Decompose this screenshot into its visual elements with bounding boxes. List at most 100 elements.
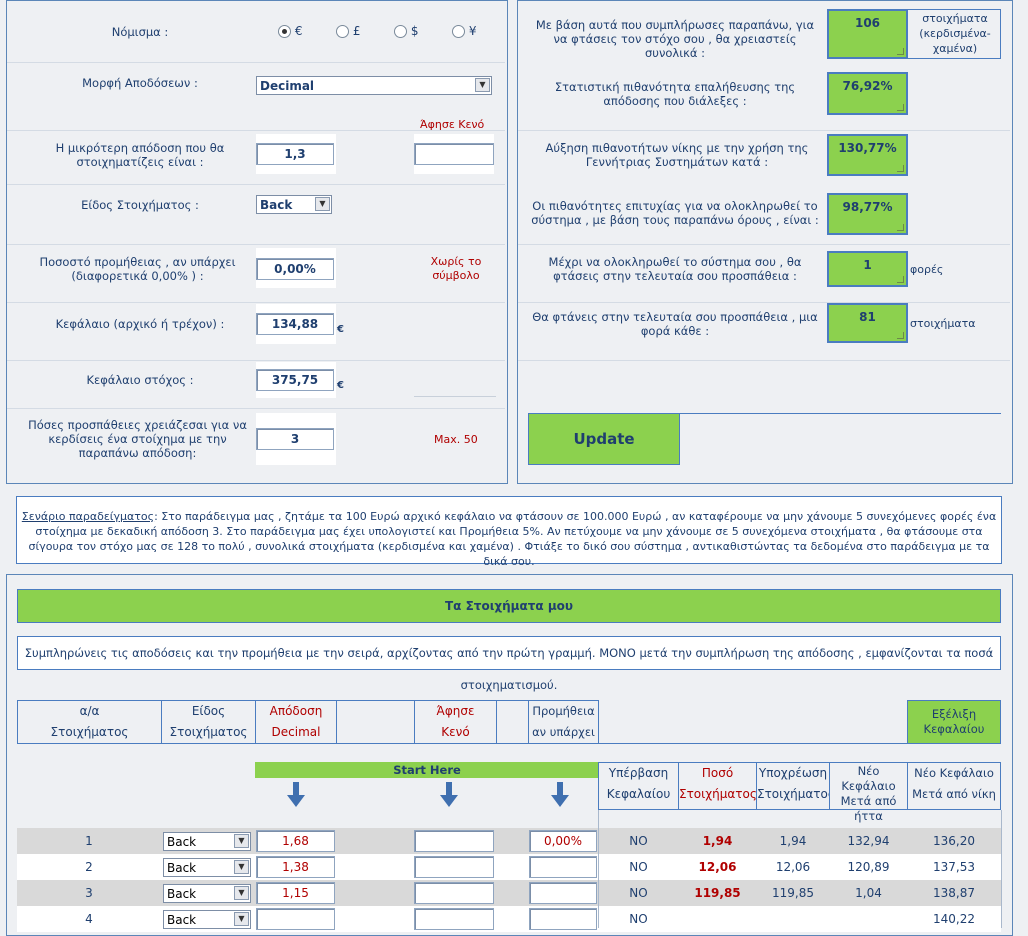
row-odds-input[interactable]: 1,15 [256, 882, 335, 904]
row-odds-input[interactable] [256, 908, 335, 930]
row-after-loss: 120,89 [847, 860, 890, 874]
table-row: 1 Back ▼ 1,68 0,00% NO 1,94 1,94 132,94 1… [17, 828, 1001, 854]
row-type-select[interactable]: Back ▼ [163, 832, 251, 851]
row-after-win: 138,87 [933, 886, 975, 900]
odds-format-select[interactable]: Decimal ▼ [256, 76, 492, 95]
row-number: 2 [85, 860, 93, 874]
chevron-down-icon: ▼ [234, 912, 249, 926]
row-commission-input[interactable] [529, 908, 597, 930]
example-box: Σενάριο παραδείγματος: Στο παράδειγμα μα… [16, 496, 1002, 568]
currency-usd-radio[interactable]: $ [394, 24, 418, 38]
total-bets-label: Με βάση αυτά που συμπλήρωσες παραπάνω, γ… [535, 18, 815, 60]
row-commission-input[interactable] [529, 882, 597, 904]
col-header-after-win: Νέο Κεφάλαιο Μετά από νίκη [907, 762, 1001, 810]
settings-panel [6, 0, 508, 484]
table-row: 4 Back ▼ NO 140,22 [17, 906, 1001, 932]
every-label: Θα φτάνεις στην τελευταία σου προσπάθεια… [532, 310, 818, 338]
col-header-empty [496, 700, 529, 744]
no-symbol-note: Χωρίς το σύμβολο [430, 255, 482, 282]
row-after-loss: 1,04 [855, 886, 882, 900]
col-header-blank: Άφησε Κενό [414, 700, 497, 744]
capital-input[interactable]: 134,88 [256, 313, 334, 335]
row-after-win: 140,22 [933, 912, 975, 926]
bet-type-select[interactable]: Back ▼ [256, 195, 332, 214]
row-commission-input[interactable] [529, 856, 597, 878]
min-odds-label: Η μικρότερη απόδοση που θα στοιχηματίζει… [55, 141, 225, 169]
currency-eur-radio[interactable]: € [278, 24, 302, 38]
leave-blank-note: Άφησε Κενό [420, 118, 485, 131]
example-title: Σενάριο παραδείγματος [21, 510, 155, 523]
example-text: : Στο παράδειγμα μας , ζητάμε τα 100 Ευρ… [28, 510, 997, 568]
row-number: 1 [85, 834, 93, 848]
capital-label: Κεφάλαιο (αρχικό ή τρέχον) : [55, 317, 225, 331]
row-blank-input[interactable] [414, 830, 494, 852]
bets-instructions: Συμπληρώνεις τις αποδόσεις και την προμή… [17, 636, 1001, 692]
success-label: Οι πιθανότητες επιτυχίας για να ολοκληρω… [531, 199, 819, 227]
euro-sign: € [337, 380, 344, 391]
min-odds-blank-input[interactable] [414, 143, 494, 165]
col-header-empty [336, 700, 415, 744]
row-type-select[interactable]: Back ▼ [163, 884, 251, 903]
times-label: Μέχρι να ολοκληρωθεί το σύστημα σου , θα… [548, 255, 802, 283]
row-blank-input[interactable] [414, 908, 494, 930]
increase-output: 130,77% [827, 134, 908, 176]
currency-gbp-radio[interactable]: £ [336, 24, 360, 38]
times-output: 1 [827, 251, 908, 287]
row-blank-input[interactable] [414, 882, 494, 904]
row-overrun: NO [629, 860, 648, 874]
results-panel [517, 0, 1013, 484]
row-odds-input[interactable]: 1,68 [256, 830, 335, 852]
row-after-win: 136,20 [933, 834, 975, 848]
attempts-input[interactable]: 3 [256, 428, 334, 450]
start-here-banner: Start Here [255, 762, 599, 778]
bet-type-label: Είδος Στοιχήματος : [81, 198, 199, 212]
row-number: 4 [85, 912, 93, 926]
col-header-overrun: Υπέρβαση Κεφαλαίου [598, 762, 679, 810]
arrow-down-icon [551, 782, 569, 807]
col-header-stake: Ποσό Στοιχήματος [678, 762, 757, 810]
col-header-odds: Απόδοση Decimal [255, 700, 337, 744]
arrow-down-icon [440, 782, 458, 807]
row-type-select[interactable]: Back ▼ [163, 858, 251, 877]
every-unit: στοιχήματα [910, 317, 976, 330]
row-liability: 12,06 [775, 860, 811, 874]
euro-sign: € [337, 324, 344, 335]
row-overrun: NO [629, 886, 648, 900]
total-bets-output: 106 [827, 9, 908, 59]
col-header-type: Είδος Στοιχήματος [161, 700, 256, 744]
table-row: 3 Back ▼ 1,15 NO 119,85 119,85 1,04 138,8… [17, 880, 1001, 906]
attempts-label: Πόσες προσπάθειες χρειάζεσαι για να κερδ… [28, 418, 247, 460]
currency-yen-radio[interactable]: ¥ [452, 24, 476, 38]
commission-input[interactable]: 0,00% [256, 258, 334, 280]
col-header-liability: Υποχρέωση Στοιχήματος [756, 762, 835, 810]
row-stake: 12,06 [698, 860, 737, 874]
probability-output: 76,92% [827, 72, 908, 115]
capital-evolution-header: Εξέλιξη Κεφαλαίου [907, 700, 1001, 744]
col-header-no: α/α Στοιχήματος [17, 700, 162, 744]
chevron-down-icon: ▼ [234, 886, 249, 900]
currency-label: Νόμισμα : [111, 25, 169, 39]
row-after-win: 137,53 [933, 860, 975, 874]
chevron-down-icon: ▼ [234, 834, 249, 848]
chevron-down-icon: ▼ [234, 860, 249, 874]
row-commission-input[interactable]: 0,00% [529, 830, 597, 852]
row-odds-input[interactable]: 1,38 [256, 856, 335, 878]
total-bets-unit: στοιχήματα (κερδισμένα-χαμένα) [919, 12, 991, 55]
row-liability: 1,94 [779, 834, 807, 848]
success-output: 98,77% [827, 193, 908, 235]
row-number: 3 [85, 886, 93, 900]
chevron-down-icon: ▼ [475, 78, 490, 92]
probability-label: Στατιστική πιθανότητα επαλήθευσης της απ… [554, 80, 796, 108]
bets-title: Τα Στοιχήματα μου [17, 589, 1001, 623]
update-button[interactable]: Update [528, 413, 680, 465]
min-odds-input[interactable]: 1,3 [256, 143, 334, 165]
row-type-select[interactable]: Back ▼ [163, 910, 251, 929]
target-input[interactable]: 375,75 [256, 369, 334, 391]
target-label: Κεφάλαιο στόχος : [86, 373, 194, 387]
row-blank-input[interactable] [414, 856, 494, 878]
every-output: 81 [827, 303, 908, 343]
row-liability: 119,85 [772, 886, 814, 900]
row-overrun: NO [629, 834, 648, 848]
chevron-down-icon: ▼ [315, 197, 330, 211]
row-overrun: NO [629, 912, 648, 926]
